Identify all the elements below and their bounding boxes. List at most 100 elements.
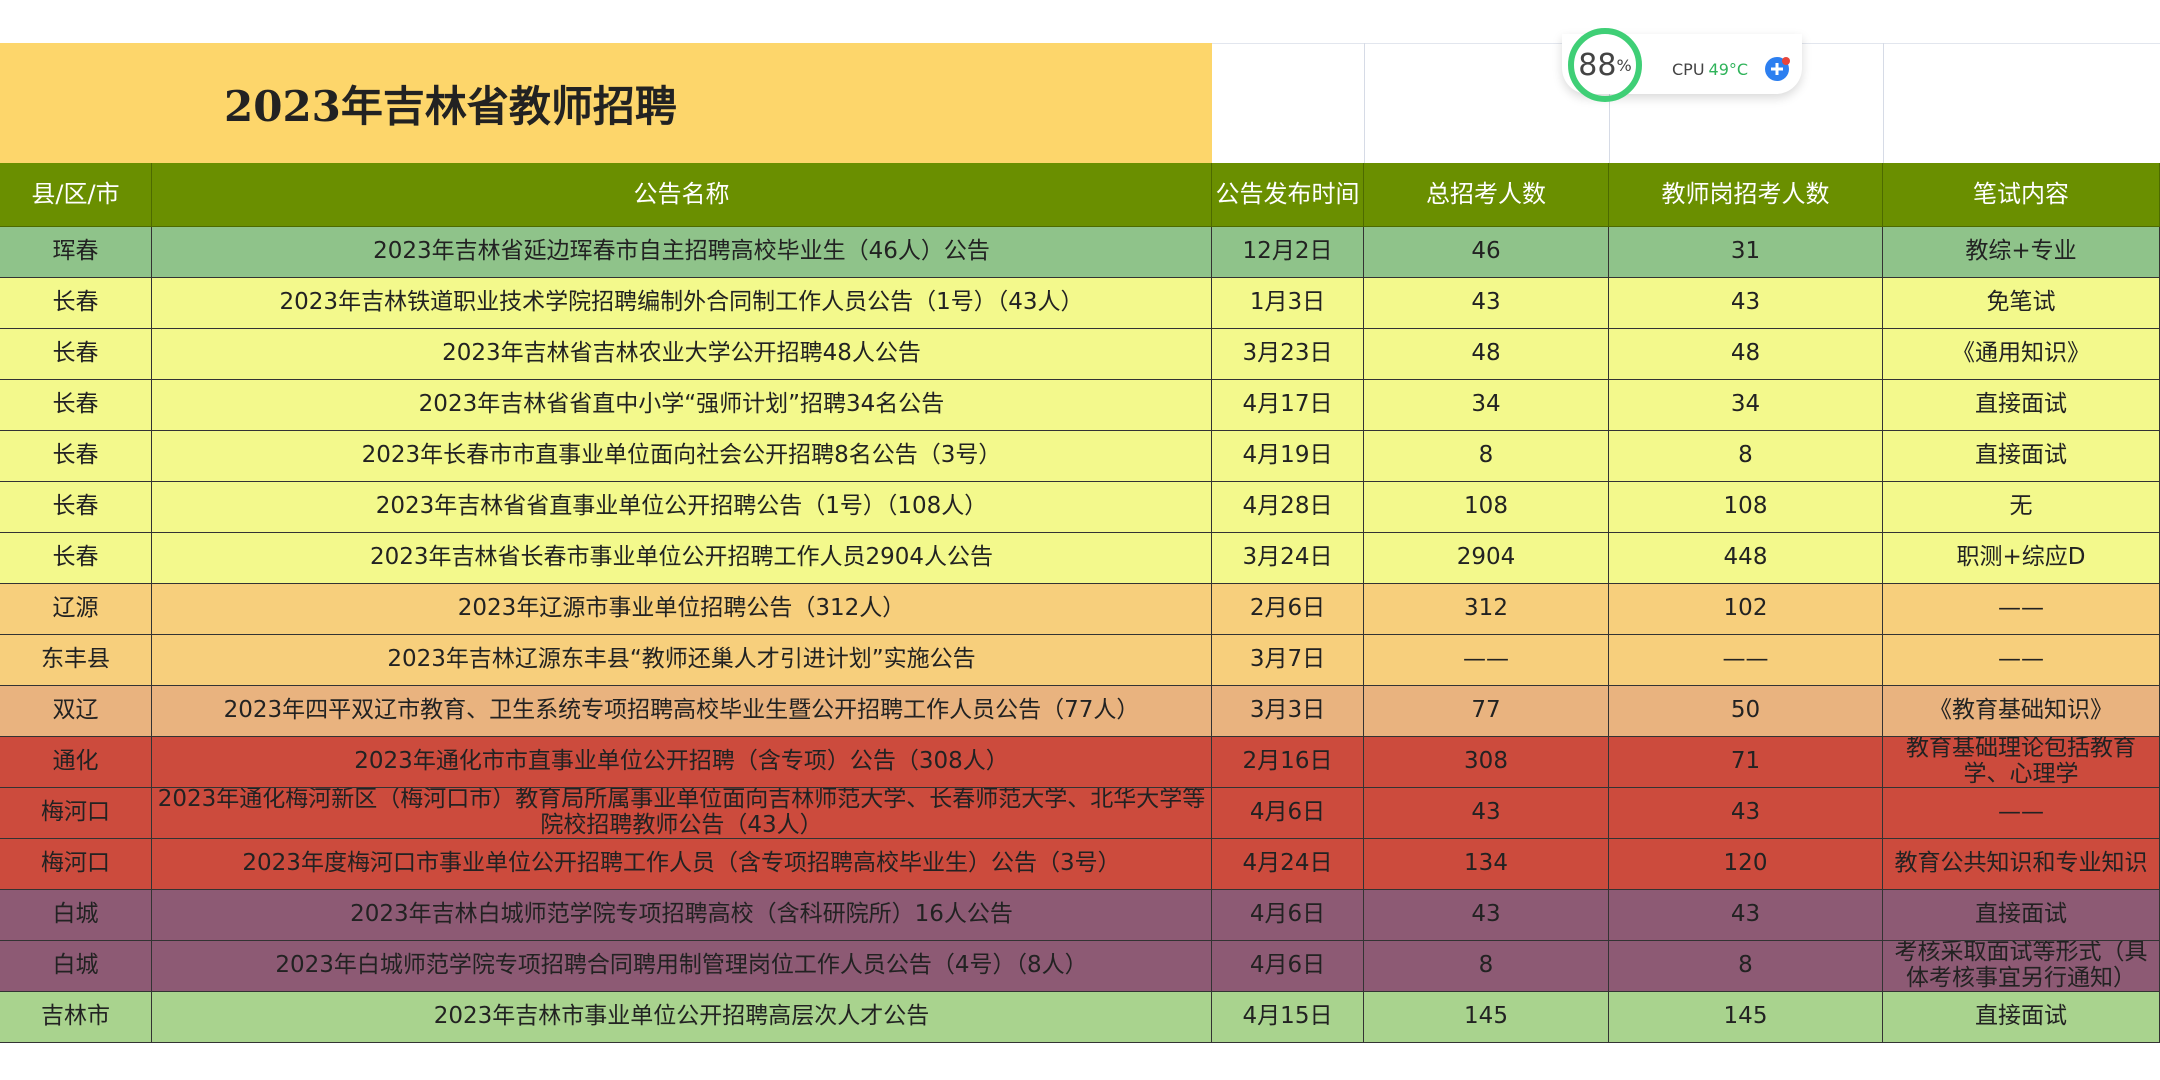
table-cell[interactable]: 直接面试 — [1883, 380, 2160, 431]
table-cell[interactable]: 东丰县 — [0, 635, 152, 686]
table-cell[interactable]: 312 — [1364, 584, 1609, 635]
table-cell[interactable]: 《通用知识》 — [1883, 329, 2160, 380]
table-cell[interactable]: 4月24日 — [1212, 839, 1364, 890]
table-cell[interactable]: 43 — [1364, 788, 1609, 839]
table-cell[interactable]: 4月6日 — [1212, 788, 1364, 839]
table-cell[interactable]: 珲春 — [0, 227, 152, 278]
table-cell[interactable]: 2023年吉林市事业单位公开招聘高层次人才公告 — [152, 992, 1212, 1043]
table-cell[interactable]: 145 — [1364, 992, 1609, 1043]
table-cell[interactable]: 梅河口 — [0, 788, 152, 839]
table-cell[interactable]: 长春 — [0, 533, 152, 584]
table-cell[interactable]: 2023年吉林省长春市事业单位公开招聘工作人员2904人公告 — [152, 533, 1212, 584]
table-cell[interactable]: 43 — [1609, 788, 1883, 839]
table-cell[interactable]: 77 — [1364, 686, 1609, 737]
header-cell[interactable]: 公告名称 — [152, 163, 1212, 227]
table-cell[interactable]: —— — [1364, 635, 1609, 686]
table-cell[interactable]: 34 — [1364, 380, 1609, 431]
table-cell[interactable]: 辽源 — [0, 584, 152, 635]
table-cell[interactable]: 4月15日 — [1212, 992, 1364, 1043]
table-cell[interactable]: 2023年吉林辽源东丰县“教师还巢人才引进计划”实施公告 — [152, 635, 1212, 686]
table-cell[interactable]: 4月19日 — [1212, 431, 1364, 482]
table-cell[interactable]: 108 — [1609, 482, 1883, 533]
table-cell[interactable]: 48 — [1609, 329, 1883, 380]
table-cell[interactable]: 2023年辽源市事业单位招聘公告（312人） — [152, 584, 1212, 635]
table-cell[interactable]: 31 — [1609, 227, 1883, 278]
table-cell[interactable]: 71 — [1609, 737, 1883, 788]
table-cell[interactable]: 吉林市 — [0, 992, 152, 1043]
header-cell[interactable]: 公告发布时间 — [1212, 163, 1364, 227]
table-cell[interactable]: 43 — [1364, 890, 1609, 941]
table-cell[interactable]: 2023年长春市市直事业单位面向社会公开招聘8名公告（3号） — [152, 431, 1212, 482]
table-cell[interactable]: 梅河口 — [0, 839, 152, 890]
table-cell[interactable]: 46 — [1364, 227, 1609, 278]
table-cell[interactable]: 3月3日 — [1212, 686, 1364, 737]
table-cell[interactable]: 4月28日 — [1212, 482, 1364, 533]
table-cell[interactable]: 双辽 — [0, 686, 152, 737]
header-cell[interactable]: 县/区/市 — [0, 163, 152, 227]
table-cell[interactable]: 免笔试 — [1883, 278, 2160, 329]
table-cell[interactable]: 120 — [1609, 839, 1883, 890]
table-cell[interactable]: 2023年吉林省省直中小学“强师计划”招聘34名公告 — [152, 380, 1212, 431]
table-cell[interactable]: 134 — [1364, 839, 1609, 890]
table-cell[interactable]: 长春 — [0, 482, 152, 533]
table-cell[interactable]: 职测+综应D — [1883, 533, 2160, 584]
table-cell[interactable]: 2023年吉林省吉林农业大学公开招聘48人公告 — [152, 329, 1212, 380]
table-cell[interactable]: 8 — [1364, 941, 1609, 992]
table-cell[interactable]: 8 — [1609, 431, 1883, 482]
boost-icon[interactable] — [1762, 54, 1792, 84]
table-cell[interactable]: 8 — [1609, 941, 1883, 992]
header-cell[interactable]: 总招考人数 — [1364, 163, 1609, 227]
table-cell[interactable]: 3月23日 — [1212, 329, 1364, 380]
table-cell[interactable]: 直接面试 — [1883, 992, 2160, 1043]
table-cell[interactable]: 《教育基础知识》 — [1883, 686, 2160, 737]
table-cell[interactable]: 8 — [1364, 431, 1609, 482]
system-monitor[interactable]: 88% CPU 49°C — [1562, 28, 1802, 102]
table-cell[interactable]: 2023年四平双辽市教育、卫生系统专项招聘高校毕业生暨公开招聘工作人员公告（77… — [152, 686, 1212, 737]
table-cell[interactable]: 2023年通化市市直事业单位公开招聘（含专项）公告（308人） — [152, 737, 1212, 788]
table-cell[interactable]: 2023年白城师范学院专项招聘合同聘用制管理岗位工作人员公告（4号）（8人） — [152, 941, 1212, 992]
table-cell[interactable]: 43 — [1609, 278, 1883, 329]
table-cell[interactable]: 教综+专业 — [1883, 227, 2160, 278]
table-cell[interactable]: —— — [1883, 788, 2160, 839]
table-cell[interactable]: 白城 — [0, 890, 152, 941]
table-cell[interactable]: 48 — [1364, 329, 1609, 380]
table-cell[interactable]: 教育基础理论包括教育学、心理学 — [1883, 737, 2160, 788]
header-cell[interactable]: 教师岗招考人数 — [1609, 163, 1883, 227]
table-cell[interactable]: 145 — [1609, 992, 1883, 1043]
table-cell[interactable]: 448 — [1609, 533, 1883, 584]
table-cell[interactable]: 长春 — [0, 329, 152, 380]
table-cell[interactable]: 考核采取面试等形式（具体考核事宜另行通知） — [1883, 941, 2160, 992]
table-cell[interactable]: 2月16日 — [1212, 737, 1364, 788]
table-cell[interactable]: —— — [1883, 635, 2160, 686]
table-cell[interactable]: 12月2日 — [1212, 227, 1364, 278]
table-cell[interactable]: 43 — [1364, 278, 1609, 329]
table-cell[interactable]: 长春 — [0, 431, 152, 482]
table-cell[interactable]: 4月6日 — [1212, 890, 1364, 941]
table-cell[interactable]: 308 — [1364, 737, 1609, 788]
table-cell[interactable]: 3月24日 — [1212, 533, 1364, 584]
table-cell[interactable]: 2023年吉林铁道职业技术学院招聘编制外合同制工作人员公告（1号）（43人） — [152, 278, 1212, 329]
table-cell[interactable]: 2023年吉林省省直事业单位公开招聘公告（1号）（108人） — [152, 482, 1212, 533]
table-cell[interactable]: 通化 — [0, 737, 152, 788]
table-cell[interactable]: 3月7日 — [1212, 635, 1364, 686]
table-cell[interactable]: 2月6日 — [1212, 584, 1364, 635]
table-cell[interactable]: 1月3日 — [1212, 278, 1364, 329]
table-cell[interactable]: 43 — [1609, 890, 1883, 941]
header-cell[interactable]: 笔试内容 — [1883, 163, 2160, 227]
table-cell[interactable]: 2904 — [1364, 533, 1609, 584]
table-cell[interactable]: 4月17日 — [1212, 380, 1364, 431]
table-cell[interactable]: 102 — [1609, 584, 1883, 635]
table-cell[interactable]: 直接面试 — [1883, 890, 2160, 941]
table-cell[interactable]: 长春 — [0, 278, 152, 329]
table-cell[interactable]: 4月6日 — [1212, 941, 1364, 992]
table-cell[interactable]: 2023年度梅河口市事业单位公开招聘工作人员（含专项招聘高校毕业生）公告（3号） — [152, 839, 1212, 890]
table-cell[interactable]: 2023年吉林省延边珲春市自主招聘高校毕业生（46人）公告 — [152, 227, 1212, 278]
table-cell[interactable]: 50 — [1609, 686, 1883, 737]
table-cell[interactable]: —— — [1883, 584, 2160, 635]
table-cell[interactable]: 108 — [1364, 482, 1609, 533]
table-cell[interactable]: 34 — [1609, 380, 1883, 431]
table-cell[interactable]: 教育公共知识和专业知识 — [1883, 839, 2160, 890]
table-cell[interactable]: 长春 — [0, 380, 152, 431]
table-cell[interactable]: 直接面试 — [1883, 431, 2160, 482]
table-cell[interactable]: 2023年吉林白城师范学院专项招聘高校（含科研院所）16人公告 — [152, 890, 1212, 941]
